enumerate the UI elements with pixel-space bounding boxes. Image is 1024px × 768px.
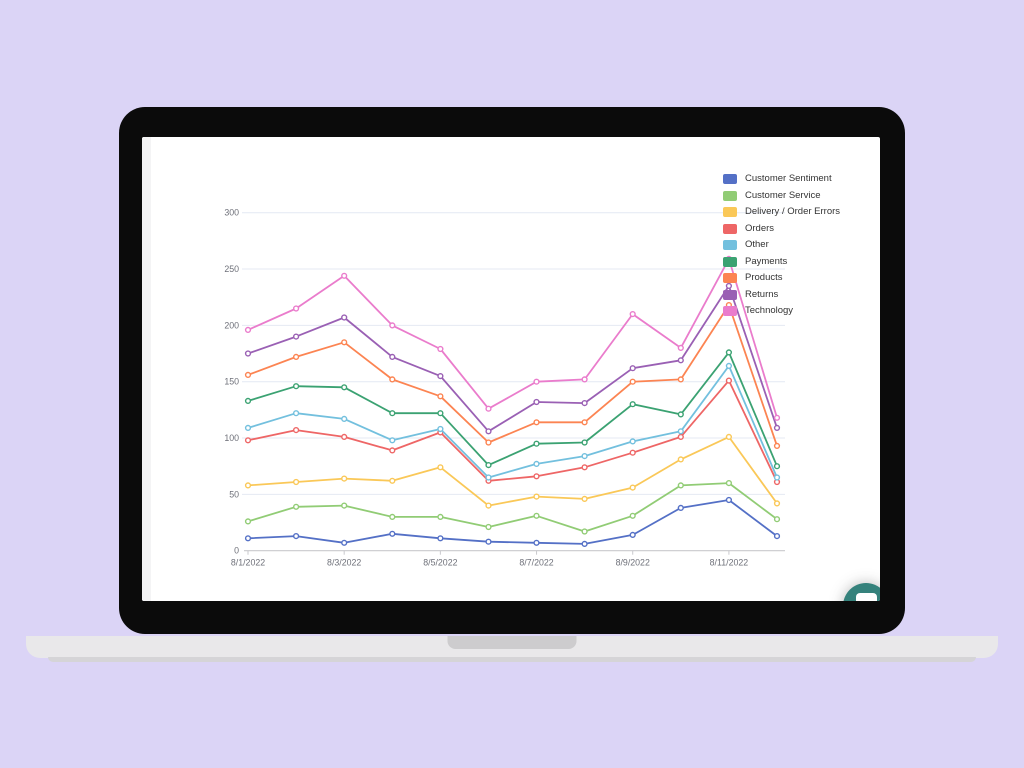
- svg-text:8/1/2022: 8/1/2022: [231, 558, 265, 568]
- svg-text:0: 0: [234, 546, 239, 556]
- grid-lines: [242, 212, 785, 495]
- series-other: [244, 362, 781, 481]
- svg-text:8/7/2022: 8/7/2022: [519, 558, 553, 568]
- series-delivery-order-errors: [244, 433, 781, 509]
- legend-swatch-orders: [723, 223, 737, 234]
- legend-label-other: Other: [745, 239, 769, 250]
- series-customer-service: [244, 480, 781, 535]
- svg-text:150: 150: [224, 377, 239, 387]
- laptop-base: [26, 636, 998, 662]
- series-payments: [244, 349, 781, 470]
- legend-swatch-payments: [723, 256, 737, 267]
- legend-swatch-delivery-order-errors: [723, 207, 737, 217]
- legend-item-orders[interactable]: Orders: [723, 222, 840, 234]
- svg-text:300: 300: [224, 208, 239, 218]
- series-products: [244, 302, 781, 450]
- legend-swatch-other: [723, 240, 737, 250]
- laptop-bezel: 0 50 100 150 200 250 300 8/1/2022 8/3/2022 8/5/20…: [119, 107, 905, 634]
- svg-text:200: 200: [224, 320, 239, 330]
- chat-bubble-icon: [856, 593, 877, 601]
- legend-item-customer-service[interactable]: Customer Service: [723, 189, 840, 201]
- legend-item-technology[interactable]: Technology: [723, 306, 840, 316]
- series-orders: [244, 377, 781, 486]
- legend-item-payments[interactable]: Payments: [723, 255, 840, 267]
- legend-label-technology: Technology: [745, 305, 794, 316]
- legend-item-customer-sentiment[interactable]: Customer Sentiment: [723, 174, 840, 184]
- svg-text:8/11/2022: 8/11/2022: [710, 558, 749, 568]
- svg-text:8/9/2022: 8/9/2022: [616, 558, 650, 568]
- laptop-base-shadow: [48, 657, 976, 662]
- y-axis-labels: 0 50 100 150 200 250 300: [224, 208, 239, 556]
- chart-legend: Customer Sentiment Customer Service Delive…: [723, 174, 840, 316]
- legend-label-delivery-order-errors: Delivery / Order Errors: [745, 206, 841, 217]
- line-chart: 0 50 100 150 200 250 300 8/1/2022 8/3/2022 8/5/20…: [224, 208, 785, 568]
- legend-label-payments: Payments: [745, 255, 788, 267]
- legend-label-orders: Orders: [745, 222, 775, 234]
- laptop-base-notch: [447, 636, 577, 649]
- legend-item-products[interactable]: Products: [723, 273, 840, 283]
- legend-label-returns: Returns: [745, 288, 779, 300]
- svg-text:100: 100: [224, 433, 239, 443]
- legend-swatch-customer-service: [723, 190, 737, 201]
- x-axis: 8/1/2022 8/3/2022 8/5/2022 8/7/2022 8/9/2022…: [231, 550, 785, 568]
- svg-text:8/5/2022: 8/5/2022: [423, 558, 457, 568]
- screen-left-strip: [142, 137, 151, 601]
- legend-item-delivery-order-errors[interactable]: Delivery / Order Errors: [723, 207, 840, 217]
- laptop-screen: 0 50 100 150 200 250 300 8/1/2022 8/3/2022 8/5/20…: [142, 137, 880, 601]
- legend-label-customer-service: Customer Service: [745, 189, 821, 201]
- chat-widget-button[interactable]: [843, 583, 880, 601]
- legend-swatch-customer-sentiment: [723, 174, 737, 184]
- svg-text:50: 50: [229, 489, 239, 499]
- legend-item-returns[interactable]: Returns: [723, 288, 840, 300]
- legend-swatch-products: [723, 273, 737, 283]
- series-customer-sentiment: [244, 496, 781, 548]
- legend-item-other[interactable]: Other: [723, 240, 840, 250]
- svg-text:250: 250: [224, 264, 239, 274]
- svg-text:8/3/2022: 8/3/2022: [327, 558, 361, 568]
- legend-swatch-technology: [723, 306, 737, 316]
- legend-label-products: Products: [745, 272, 783, 283]
- legend-label-customer-sentiment: Customer Sentiment: [745, 173, 832, 184]
- legend-swatch-returns: [723, 289, 737, 300]
- series-technology: [244, 255, 781, 421]
- series-returns: [244, 282, 781, 435]
